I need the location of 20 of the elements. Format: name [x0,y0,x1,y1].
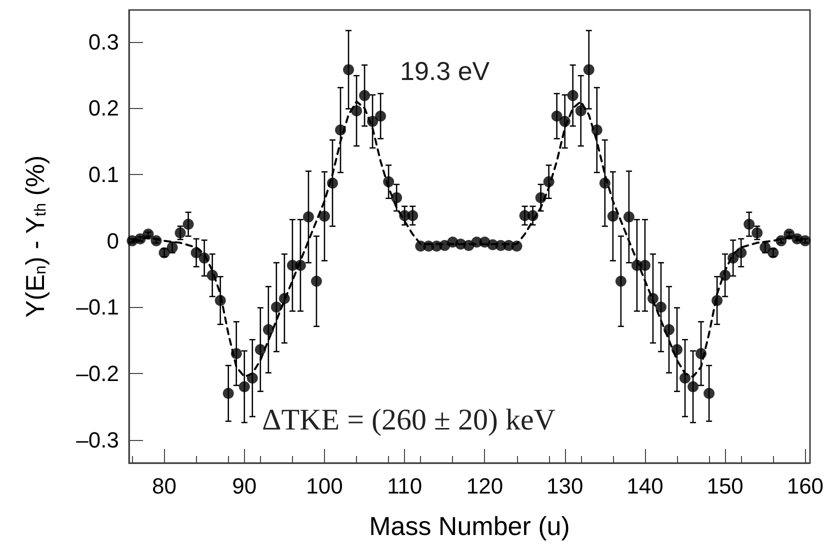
x-tick-label: 130 [546,474,584,498]
y-axis-title: Y(En) - Yth (%) [20,155,50,318]
y-tick-label: 0.3 [88,29,119,54]
x-tick-label: 140 [626,474,664,498]
y-tick-label: 0.1 [88,162,119,187]
y-tick-label: –0.2 [76,360,119,386]
x-tick-label: 160 [786,474,824,498]
x-axis-title: Mass Number (u) [369,511,570,541]
y-tick-label: 0 [106,228,119,254]
y-tick-label: –0.3 [76,427,119,452]
x-tick-label: 150 [706,474,744,498]
y-tick-label: –0.1 [76,294,119,320]
annotation: 19.3 eV [400,56,490,86]
x-tick-label: 90 [232,474,257,498]
x-tick-label: 80 [152,474,176,498]
y-tick-label: 0.2 [88,96,119,121]
x-tick-label: 110 [387,474,422,498]
x-tick-label: 120 [466,474,504,498]
annotation: ΔTKE = (260 ± 20) keV [262,404,556,436]
x-tick-label: 100 [306,474,343,498]
